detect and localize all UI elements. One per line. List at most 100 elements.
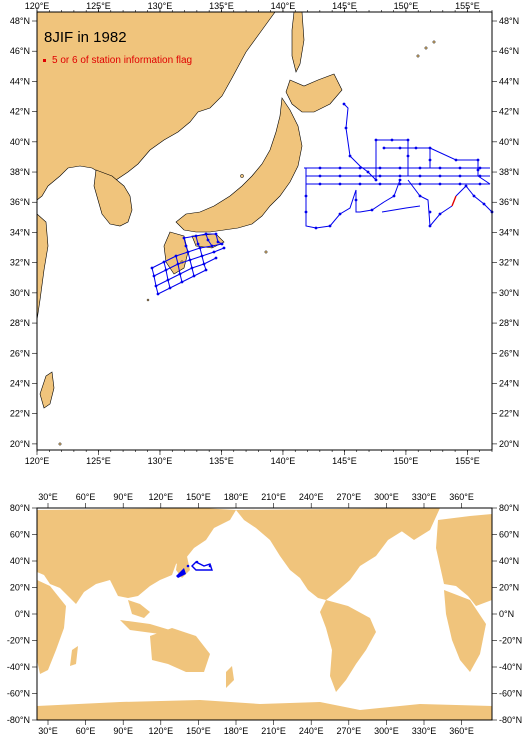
regional-ticks (32, 7, 497, 455)
world-lon-label-top: 270°E (336, 492, 361, 502)
regional-islands (58, 40, 436, 446)
regional-map: 120°E 120°E 125°E 125°E 130°E 130°E 135°E 135°E… (10, 1, 519, 466)
world-lat-label-left: 20°N (10, 583, 30, 593)
world-lat-label-left: 60°N (10, 530, 30, 540)
new-zealand (226, 666, 234, 688)
lon-label-bottom: 130°E (148, 456, 173, 466)
world-lon-label-bottom: 300°E (374, 726, 399, 736)
antarctica (37, 700, 492, 720)
world-lat-label-right: -20°N (499, 636, 522, 646)
lon-label-top: 130°E (148, 1, 173, 11)
lat-label-left: 32°N (10, 258, 30, 268)
world-lon-label-top: 30°E (38, 492, 58, 502)
lat-label-left: 38°N (10, 167, 30, 177)
world-lat-label-left: 80°N (10, 503, 30, 513)
world-lat-label-right: 0°N (499, 609, 514, 619)
south-america (320, 600, 376, 692)
lat-label-right: 22°N (499, 409, 519, 419)
lat-label-right: 36°N (499, 197, 519, 207)
lat-label-right: 42°N (499, 107, 519, 117)
lon-label-bottom: 140°E (271, 456, 296, 466)
world-japan (176, 552, 190, 578)
world-lat-label-left: -40°N (7, 662, 30, 672)
lon-label-top: 150°E (394, 1, 419, 11)
world-lon-label-top: 180°E (224, 492, 249, 502)
korea (93, 169, 133, 227)
world-track-japan (176, 568, 186, 578)
lat-label-right: 30°N (499, 288, 519, 298)
lon-label-bottom: 155°E (455, 456, 480, 466)
lat-label-left: 36°N (10, 197, 30, 207)
world-lon-label-bottom: 210°E (261, 726, 286, 736)
lat-label-right: 28°N (499, 318, 519, 328)
lat-label-left: 40°N (10, 137, 30, 147)
world-lat-label-left: 0°N (15, 609, 30, 619)
lon-label-bottom: 150°E (394, 456, 419, 466)
world-lat-label-left: 40°N (10, 556, 30, 566)
regional-axis-labels: 120°E 120°E 125°E 125°E 130°E 130°E 135°E 135°E… (10, 1, 519, 466)
greenland (380, 508, 440, 540)
eurasia (37, 508, 236, 604)
world-lon-label-top: 360°E (449, 492, 474, 502)
world-axis-labels: 30°E 30°E 60°E 60°E 90°E 90°E 120°E 120°E 150°E 1… (7, 492, 522, 736)
map-title: 8JIF in 1982 (44, 29, 127, 46)
africa (37, 580, 66, 674)
australia (150, 628, 210, 672)
lon-label-top: 120°E (25, 1, 50, 11)
lon-label-bottom: 145°E (332, 456, 357, 466)
world-land (37, 508, 492, 720)
world-lat-label-left: -20°N (7, 636, 30, 646)
regional-track (150, 102, 494, 296)
world-lon-label-bottom: 60°E (76, 726, 96, 736)
lat-label-left: 28°N (10, 318, 30, 328)
lon-label-bottom: 135°E (209, 456, 234, 466)
lat-label-right: 32°N (499, 258, 519, 268)
world-lat-label-right: -80°N (499, 715, 522, 725)
world-lat-label-right: -40°N (499, 662, 522, 672)
flagged-segment (451, 195, 457, 207)
lon-label-top: 155°E (455, 1, 480, 11)
world-lon-label-top: 300°E (374, 492, 399, 502)
world-lon-label-bottom: 270°E (336, 726, 361, 736)
north-america (236, 508, 430, 600)
world-map: 30°E 30°E 60°E 60°E 90°E 90°E 120°E 120°E 150°E 1… (7, 492, 522, 736)
world-lat-label-right: -60°N (499, 689, 522, 699)
lat-label-right: 46°N (499, 46, 519, 56)
lat-label-left: 20°N (10, 439, 30, 449)
indochina-islands (128, 600, 150, 618)
world-ticks (32, 503, 497, 725)
regional-frame (36, 11, 493, 451)
world-lat-label-right: 80°N (499, 503, 519, 513)
lon-label-top: 125°E (86, 1, 111, 11)
lat-label-right: 24°N (499, 378, 519, 388)
world-lat-label-right: 40°N (499, 556, 519, 566)
lat-label-left: 30°N (10, 288, 30, 298)
legend-swatch (43, 59, 46, 62)
lon-label-top: 135°E (209, 1, 234, 11)
lat-label-right: 48°N (499, 16, 519, 26)
world-lon-label-top: 60°E (76, 492, 96, 502)
world-lat-label-left: -60°N (7, 689, 30, 699)
world-lon-label-bottom: 330°E (412, 726, 437, 736)
lat-label-right: 20°N (499, 439, 519, 449)
sakhalin (291, 11, 305, 73)
world-lon-label-bottom: 360°E (449, 726, 474, 736)
world-lon-label-bottom: 30°E (38, 726, 58, 736)
lat-label-right: 44°N (499, 76, 519, 86)
world-lon-label-top: 150°E (186, 492, 211, 502)
lat-label-right: 34°N (499, 227, 519, 237)
lat-label-right: 38°N (499, 167, 519, 177)
honshu (175, 97, 303, 233)
lat-label-right: 40°N (499, 137, 519, 147)
lat-label-left: 42°N (10, 107, 30, 117)
world-lat-label-left: -80°N (7, 715, 30, 725)
world-lon-label-top: 330°E (412, 492, 437, 502)
world-lon-label-bottom: 240°E (299, 726, 324, 736)
world-lon-label-top: 90°E (113, 492, 133, 502)
world-lon-label-bottom: 150°E (186, 726, 211, 736)
europe-right (436, 514, 492, 606)
mainland-north (36, 11, 276, 201)
world-lon-label-top: 210°E (261, 492, 286, 502)
lon-label-bottom: 120°E (25, 456, 50, 466)
